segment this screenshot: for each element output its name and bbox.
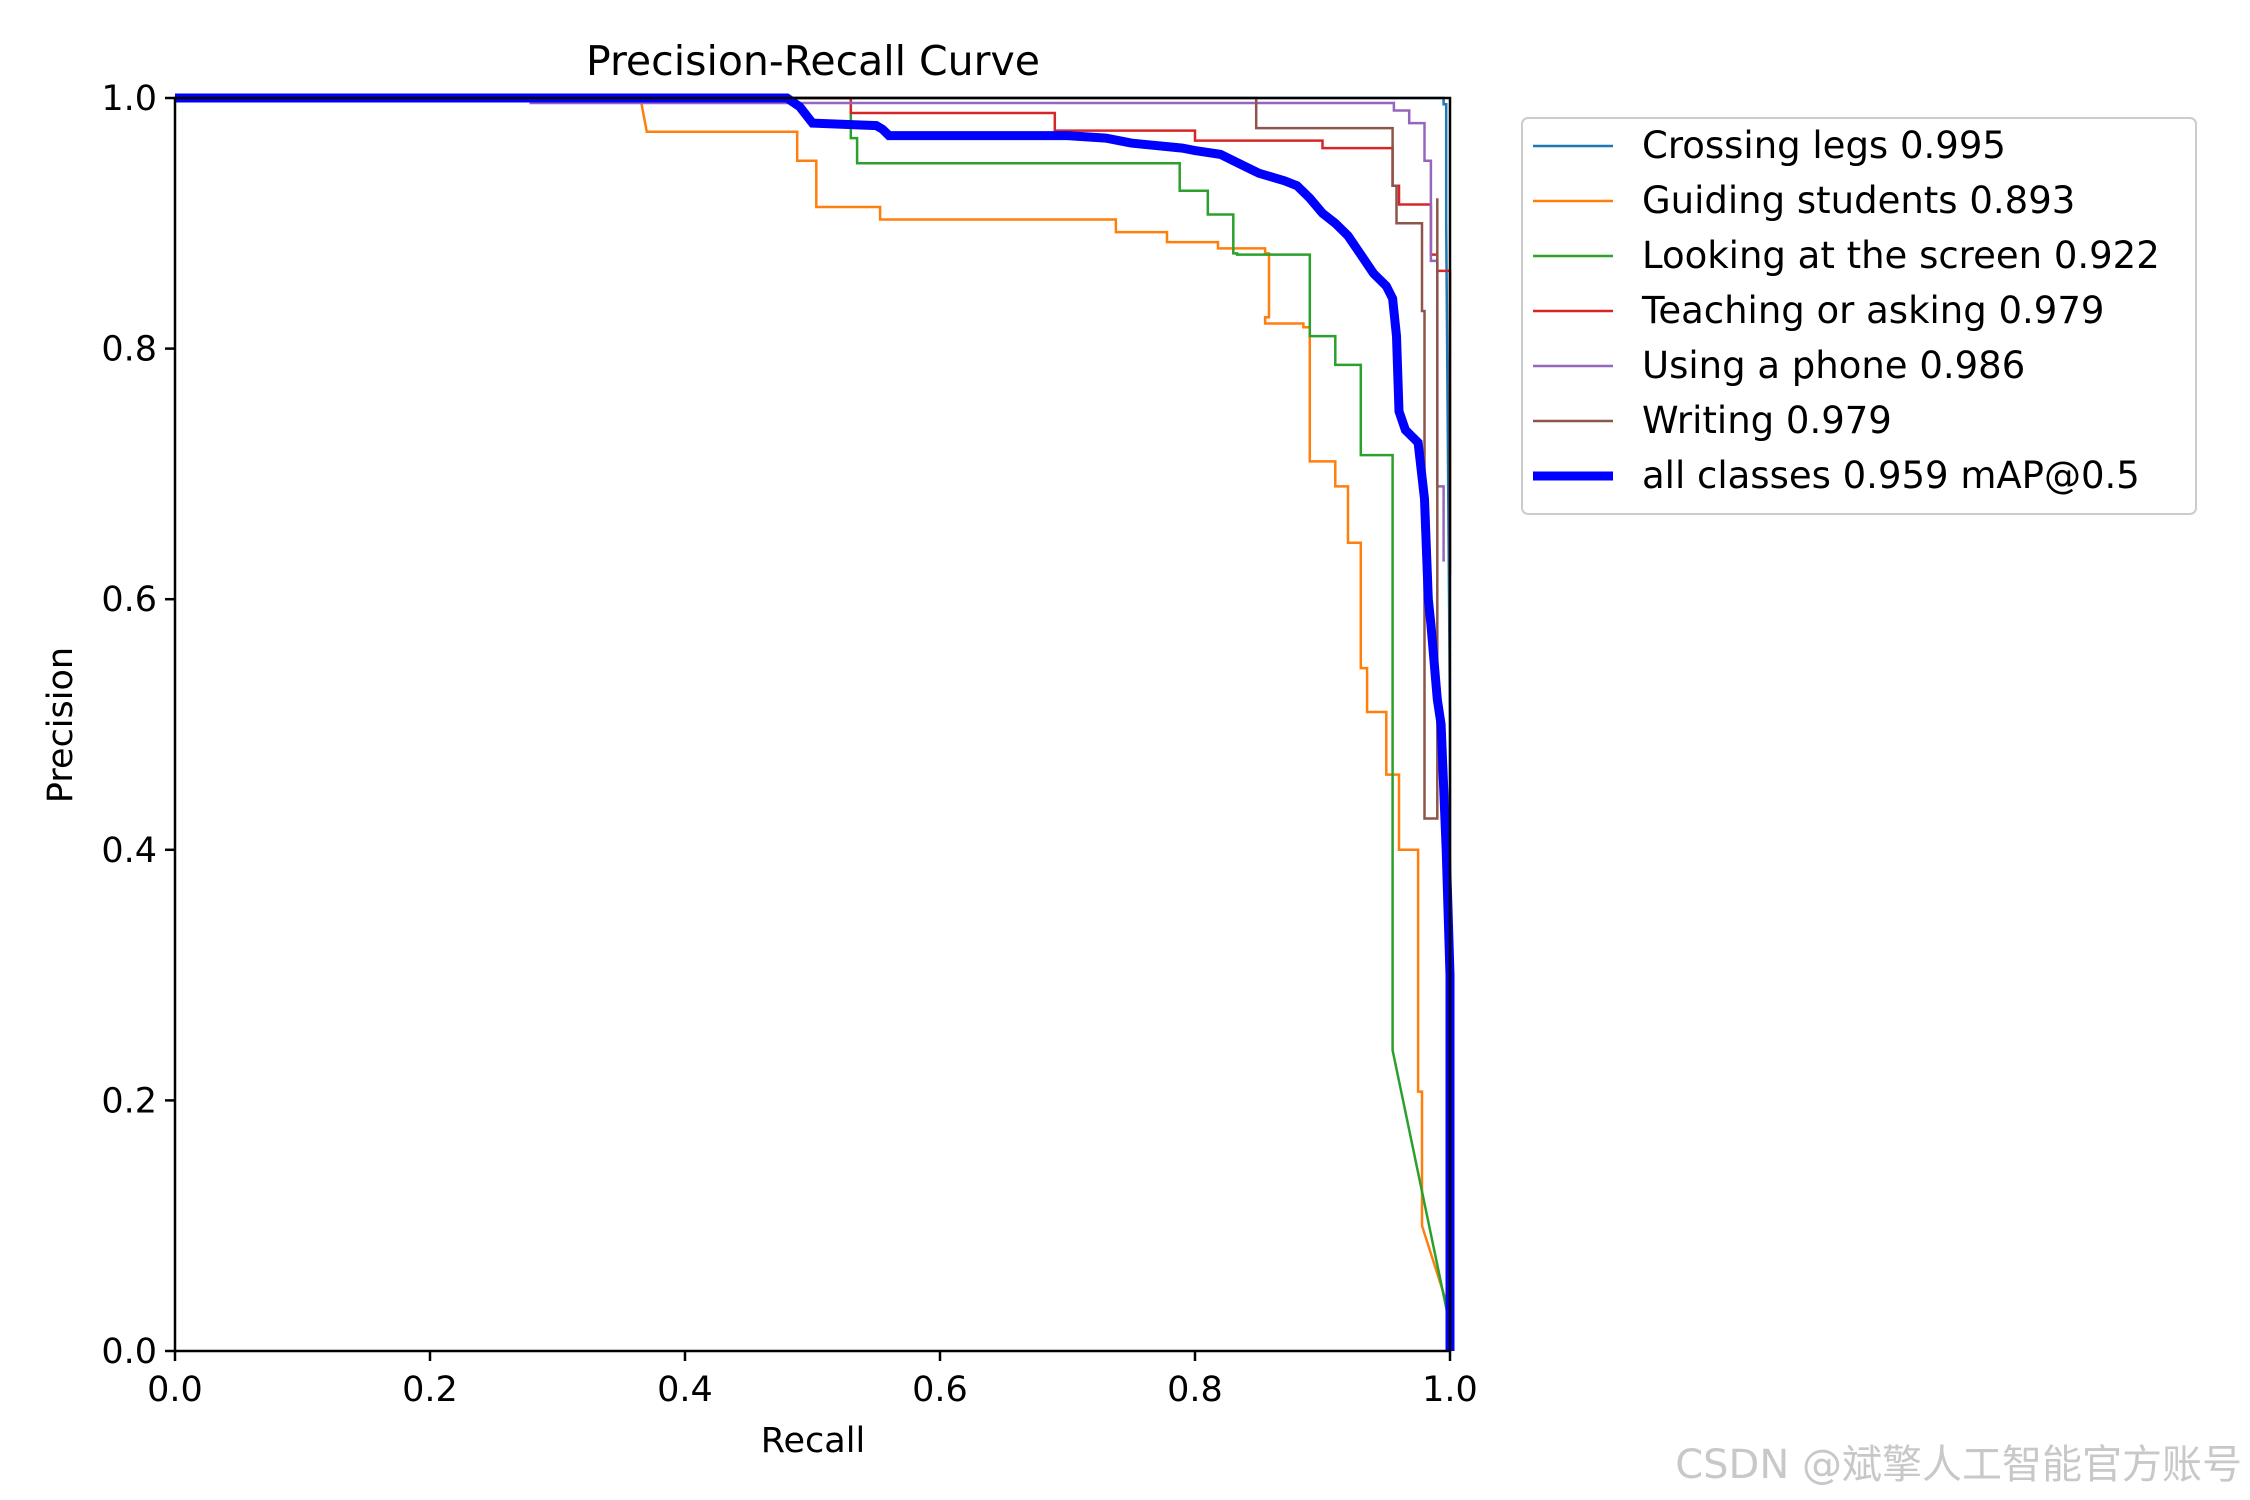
x-tick-label: 0.2 xyxy=(402,1370,458,1410)
series-line-2 xyxy=(175,96,1452,1351)
legend-label-3: Teaching or asking 0.979 xyxy=(1641,289,2104,332)
chart-title: Precision-Recall Curve xyxy=(586,37,1040,85)
plot-frame xyxy=(173,96,1452,1353)
y-tick-label: 0.2 xyxy=(101,1081,157,1121)
x-tick-label: 0.6 xyxy=(912,1370,968,1410)
y-tick-label: 0.6 xyxy=(101,580,157,620)
legend-label-1: Guiding students 0.893 xyxy=(1642,179,2075,222)
series-line-0 xyxy=(175,96,1452,1351)
series-line-5 xyxy=(175,96,1439,820)
y-axis-ticks: 0.0 0.2 0.4 0.6 0.8 1.0 xyxy=(101,79,175,1372)
y-tick-label: 0.0 xyxy=(101,1332,157,1372)
y-axis-label: Precision xyxy=(41,647,81,803)
series-layer xyxy=(175,93,1455,1351)
y-tick-label: 0.8 xyxy=(101,330,157,370)
x-tick-label: 0.8 xyxy=(1167,1370,1223,1410)
legend-box xyxy=(1521,117,2197,515)
legend: Crossing legs 0.995 Guiding students 0.89… xyxy=(1521,117,2197,515)
legend-items: Crossing legs 0.995 Guiding students 0.89… xyxy=(1533,124,2160,497)
plot-area xyxy=(173,93,1455,1353)
y-tick-label: 0.4 xyxy=(101,831,157,871)
x-tick-label: 1.0 xyxy=(1422,1370,1478,1410)
legend-label-5: Writing 0.979 xyxy=(1642,399,1892,442)
series-line-6 xyxy=(175,93,1455,1351)
legend-label-4: Using a phone 0.986 xyxy=(1642,344,2025,387)
x-axis-label: Recall xyxy=(761,1421,865,1461)
series-line-1 xyxy=(175,96,1452,1314)
x-axis-ticks: 0.0 0.2 0.4 0.6 0.8 1.0 xyxy=(147,1351,1478,1410)
x-tick-label: 0.4 xyxy=(657,1370,713,1410)
legend-label-6: all classes 0.959 mAP@0.5 xyxy=(1642,454,2140,497)
legend-label-0: Crossing legs 0.995 xyxy=(1642,124,2006,167)
x-tick-label: 0.0 xyxy=(147,1370,203,1410)
watermark: CSDN @斌擎人工智能官方账号 xyxy=(1675,1442,2242,1488)
legend-label-2: Looking at the screen 0.922 xyxy=(1642,234,2160,277)
y-tick-label: 1.0 xyxy=(101,79,157,119)
